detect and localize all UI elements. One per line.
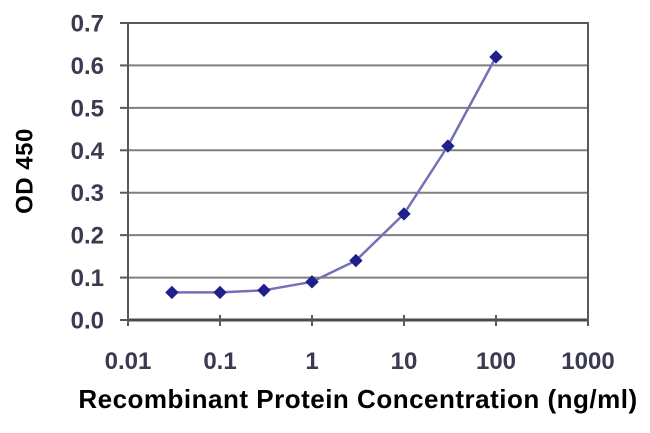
data-point-marker (441, 139, 455, 153)
x-tick-label: 100 (476, 348, 516, 375)
data-point-marker (165, 285, 179, 300)
y-tick-label: 0.1 (71, 265, 104, 292)
data-point-marker (305, 275, 319, 289)
x-axis-title: Recombinant Protein Concentration (ng/ml… (78, 384, 637, 414)
y-tick-label: 0.5 (71, 95, 104, 122)
x-tick-label: 0.01 (105, 348, 152, 375)
data-point-marker (349, 253, 363, 268)
data-point-marker (213, 285, 227, 300)
y-tick-label: 0.7 (71, 11, 104, 38)
plot-area: 0.0 0.1 0.2 0.3 0.4 0.5 0.6 0.7 0.01 0.1 1 10 100 100… (71, 11, 615, 376)
series-line (170, 55, 498, 294)
y-tick-label: 0.2 (71, 223, 104, 250)
x-tick-label: 10 (391, 348, 418, 375)
data-point-marker (397, 207, 411, 221)
plot-frame (127, 22, 589, 321)
data-point-marker (489, 50, 503, 64)
y-axis-title: OD 450 (11, 128, 38, 214)
y-tick-label: 0.3 (71, 180, 104, 207)
x-tick-label: 0.1 (203, 348, 236, 375)
x-tick-label: 1 (305, 348, 318, 375)
y-tick-label: 0.0 (71, 308, 104, 335)
x-tick-label: 1000 (561, 348, 614, 375)
y-tick-label: 0.4 (71, 138, 105, 165)
data-point-marker (257, 283, 271, 298)
y-tick-label: 0.6 (71, 53, 104, 80)
